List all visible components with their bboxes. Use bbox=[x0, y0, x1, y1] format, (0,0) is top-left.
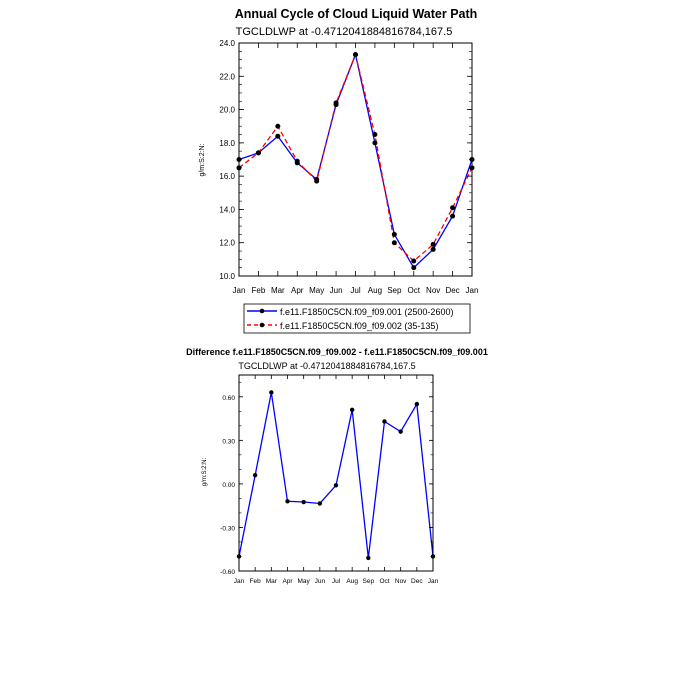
chart1-ytick-label: 16.0 bbox=[219, 172, 235, 181]
chart1-xtick-label: Jan bbox=[466, 286, 479, 295]
chart1-ytick-label: 18.0 bbox=[219, 139, 235, 148]
chart1-point-series-2 bbox=[314, 178, 320, 184]
chart2-point-series-1 bbox=[414, 401, 420, 407]
chart2-ytick-label: -0.30 bbox=[220, 525, 235, 532]
chart2-xtick-label: Aug bbox=[346, 578, 358, 585]
chart2-xtick-label: Apr bbox=[282, 578, 293, 585]
chart2-point-series-1 bbox=[366, 555, 371, 561]
chart1-xtick-label: Jun bbox=[330, 286, 343, 295]
chart2-xtick-label: Jan bbox=[234, 578, 245, 585]
chart2-xtick-label: Feb bbox=[250, 578, 262, 585]
chart1-xtick-label: Sep bbox=[387, 286, 402, 295]
chart1-point-series-1 bbox=[391, 231, 397, 237]
chart1-xtick-label: Dec bbox=[445, 286, 459, 295]
chart1-xtick-label: Mar bbox=[271, 286, 285, 295]
chart1-legend: f.e11.F1850C5CN.f09_f09.001 (2500-2600) … bbox=[243, 303, 471, 334]
chart1-point-series-2 bbox=[391, 240, 397, 246]
chart2-plot-frame bbox=[238, 374, 434, 572]
chart1-ylabel: g/m:S:2:N: bbox=[199, 143, 206, 176]
chart2-xtick-label: Nov bbox=[395, 578, 407, 585]
chart1-xtick-label: Nov bbox=[426, 286, 440, 295]
chart1-xtick-label: Feb bbox=[252, 286, 266, 295]
chart2-xtick-label: Mar bbox=[266, 578, 278, 585]
chart1-plot-frame bbox=[238, 42, 473, 277]
chart1-ytick-label: 12.0 bbox=[219, 239, 235, 248]
chart1-point-series-2 bbox=[411, 258, 417, 264]
chart-cloud-liquid-water-path: Annual Cycle of Cloud Liquid Water Path … bbox=[199, 7, 479, 334]
chart2-point-series-1 bbox=[317, 501, 323, 506]
chart1-point-series-2 bbox=[372, 132, 378, 138]
chart2-ytick-label: 0.00 bbox=[222, 482, 235, 489]
chart2-title: Difference f.e11.F1850C5CN.f09_f09.002 -… bbox=[186, 347, 488, 357]
chart2-point-series-1 bbox=[269, 390, 274, 395]
chart2-xtick-label: Oct bbox=[379, 578, 389, 585]
chart2-point-series-1 bbox=[333, 483, 339, 488]
chart1-point-series-1 bbox=[430, 246, 436, 252]
chart1-xtick-label: Jan bbox=[233, 286, 246, 295]
legend-marker-series-2 bbox=[259, 322, 265, 328]
chart1-point-series-2 bbox=[255, 150, 261, 156]
chart2-xtick-label: Jan bbox=[428, 578, 439, 585]
chart1-point-series-1 bbox=[275, 133, 281, 139]
chart1-xtick-label: May bbox=[309, 286, 324, 295]
chart2-series-line-1 bbox=[238, 392, 434, 559]
chart2-point-series-1 bbox=[349, 407, 355, 413]
chart1-ytick-label: 10.0 bbox=[219, 272, 235, 281]
chart2-xtick-label: Sep bbox=[363, 578, 375, 585]
chart2-point-series-1 bbox=[398, 429, 403, 434]
chart2-xtick-label: Jun bbox=[315, 578, 326, 585]
chart2-point-series-1 bbox=[252, 472, 258, 478]
chart2-ytick-label: -0.60 bbox=[220, 569, 235, 576]
legend-marker-series-1 bbox=[259, 308, 265, 314]
chart2-xtick-label: May bbox=[298, 578, 311, 585]
chart2-ytick-label: 0.30 bbox=[222, 438, 235, 445]
chart2-subtitle: TGCLDLWP at -0.4712041884816784,167.5 bbox=[238, 361, 415, 371]
chart1-xtick-label: Oct bbox=[408, 286, 421, 295]
chart2-xtick-label: Jul bbox=[332, 578, 341, 585]
chart2-ytick-label: 0.60 bbox=[222, 395, 235, 402]
chart1-point-series-1 bbox=[411, 265, 417, 271]
chart1-title: Annual Cycle of Cloud Liquid Water Path bbox=[235, 7, 478, 21]
chart1-point-series-1 bbox=[372, 140, 378, 146]
chart2-xtick-label: Dec bbox=[411, 578, 423, 585]
chart1-ytick-label: 20.0 bbox=[219, 106, 235, 115]
chart2-point-series-1 bbox=[301, 499, 306, 505]
chart1-point-series-2 bbox=[450, 205, 456, 211]
chart1-subtitle: TGCLDLWP at -0.4712041884816784,167.5 bbox=[236, 26, 453, 38]
chart1-point-series-2 bbox=[294, 158, 300, 164]
legend-label-series-1: f.e11.F1850C5CN.f09_f09.001 (2500-2600) bbox=[280, 307, 453, 317]
chart1-series-line-1 bbox=[238, 52, 473, 269]
chart2-point-series-1 bbox=[285, 499, 290, 504]
chart1-point-series-2 bbox=[430, 241, 436, 247]
chart1-point-series-2 bbox=[275, 123, 281, 129]
chart1-ytick-label: 24.0 bbox=[219, 39, 235, 48]
chart1-legend-box bbox=[243, 303, 471, 334]
chart1-point-series-2 bbox=[333, 100, 339, 106]
chart1-point-series-1 bbox=[450, 213, 456, 219]
chart1-ytick-label: 14.0 bbox=[219, 205, 235, 214]
chart2-point-series-1 bbox=[382, 419, 387, 424]
chart1-xtick-label: Apr bbox=[291, 286, 304, 295]
chart2-ylabel: g/m:S:2:N: bbox=[202, 457, 208, 486]
chart1-point-series-2 bbox=[353, 52, 358, 58]
chart1-xtick-label: Jul bbox=[350, 286, 360, 295]
chart1-series-line-2 bbox=[238, 52, 473, 262]
legend-label-series-2: f.e11.F1850C5CN.f09_f09.002 (35-135) bbox=[280, 321, 438, 331]
chart1-xtick-label: Aug bbox=[368, 286, 382, 295]
chart-difference: Difference f.e11.F1850C5CN.f09_f09.002 -… bbox=[186, 347, 488, 585]
chart1-ytick-label: 22.0 bbox=[219, 72, 235, 81]
